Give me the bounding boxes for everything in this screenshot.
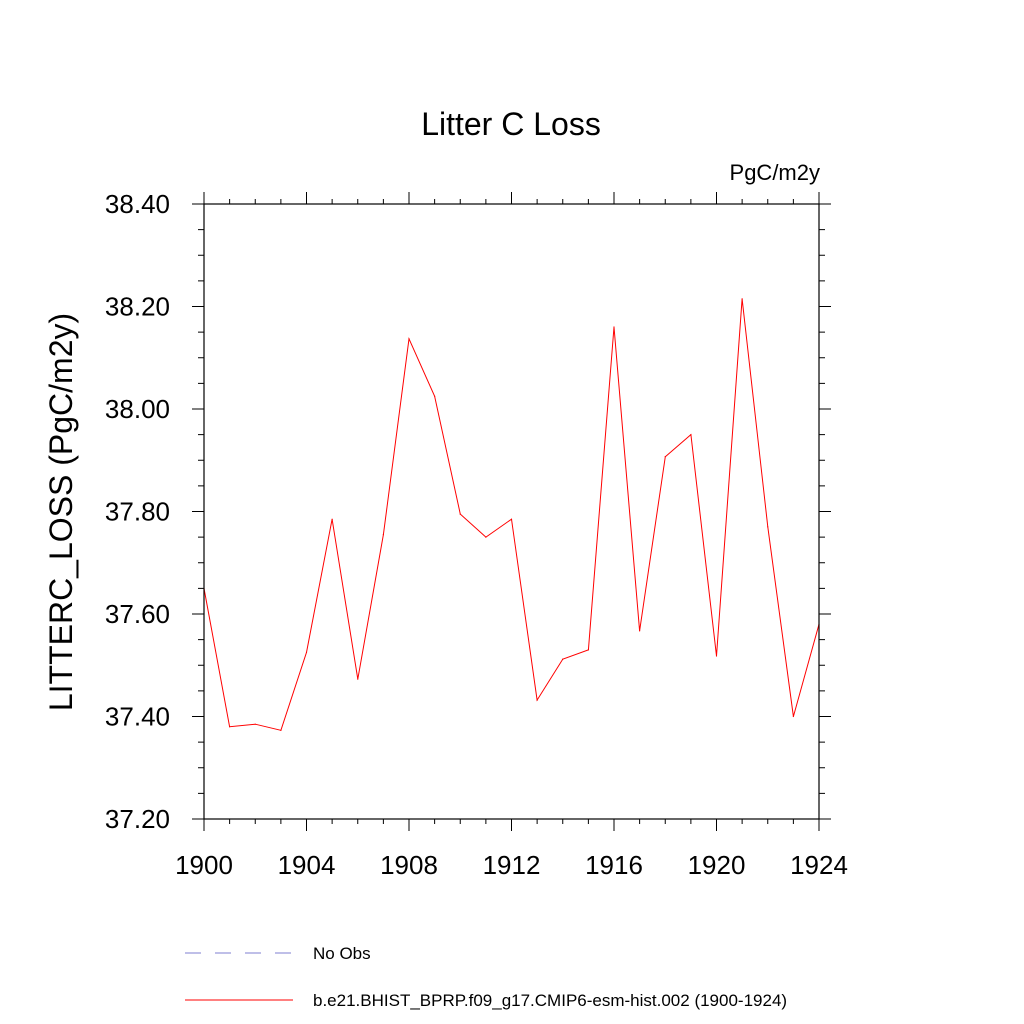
- y-tick-label: 38.40: [105, 189, 170, 219]
- data-point: [305, 651, 308, 654]
- y-axis-label: LITTERC_LOSS (PgC/m2y): [43, 313, 79, 711]
- data-point: [639, 630, 641, 632]
- data-point: [331, 518, 333, 520]
- plot-frame: [203, 203, 820, 820]
- data-point: [767, 526, 769, 528]
- y-tick-label: 38.20: [105, 292, 170, 322]
- data-point: [664, 456, 666, 458]
- data-point: [382, 533, 384, 536]
- chart-title: Litter C Loss: [421, 106, 601, 142]
- data-point: [434, 395, 436, 397]
- x-tick-label: 1908: [380, 850, 438, 880]
- data-point: [792, 715, 794, 718]
- y-tick-label: 37.40: [105, 702, 170, 732]
- data-point: [510, 518, 513, 520]
- data-point: [485, 536, 487, 538]
- legend-label-no-obs: No Obs: [313, 944, 371, 963]
- data-point: [536, 699, 538, 701]
- data-point: [741, 298, 743, 300]
- data-point: [613, 326, 615, 328]
- data-point: [408, 338, 410, 340]
- data-point: [715, 655, 718, 657]
- x-tick-label: 1900: [175, 850, 233, 880]
- data-point: [357, 678, 359, 680]
- x-tick-label: 1924: [790, 850, 848, 880]
- x-tick-label: 1912: [483, 850, 541, 880]
- units-label: PgC/m2y: [730, 160, 820, 185]
- data-point: [562, 658, 564, 660]
- x-tick-label: 1916: [585, 850, 643, 880]
- data-point: [459, 513, 461, 515]
- x-axis: 1900 1904 1908 1912 1916 1920 1924: [175, 192, 848, 880]
- data-point: [280, 729, 282, 731]
- legend-label-model: b.e21.BHIST_BPRP.f09_g17.CMIP6-esm-hist.…: [313, 991, 787, 1010]
- x-tick-label: 1920: [688, 850, 746, 880]
- y-tick-label: 37.60: [105, 599, 170, 629]
- x-tick-label: 1904: [278, 850, 336, 880]
- data-point: [229, 726, 231, 728]
- y-axis: 37.20 37.40 37.60 37.80 38.00 38.20 38.40: [105, 189, 831, 834]
- plot-series: [203, 298, 820, 731]
- y-tick-label: 38.00: [105, 394, 170, 424]
- y-tick-label: 37.80: [105, 497, 170, 527]
- legend: No Obs b.e21.BHIST_BPRP.f09_g17.CMIP6-es…: [185, 944, 787, 1010]
- data-point: [254, 723, 256, 725]
- data-point: [690, 434, 692, 436]
- y-tick-label: 37.20: [105, 804, 170, 834]
- data-point: [587, 649, 589, 651]
- series-line: [203, 298, 820, 731]
